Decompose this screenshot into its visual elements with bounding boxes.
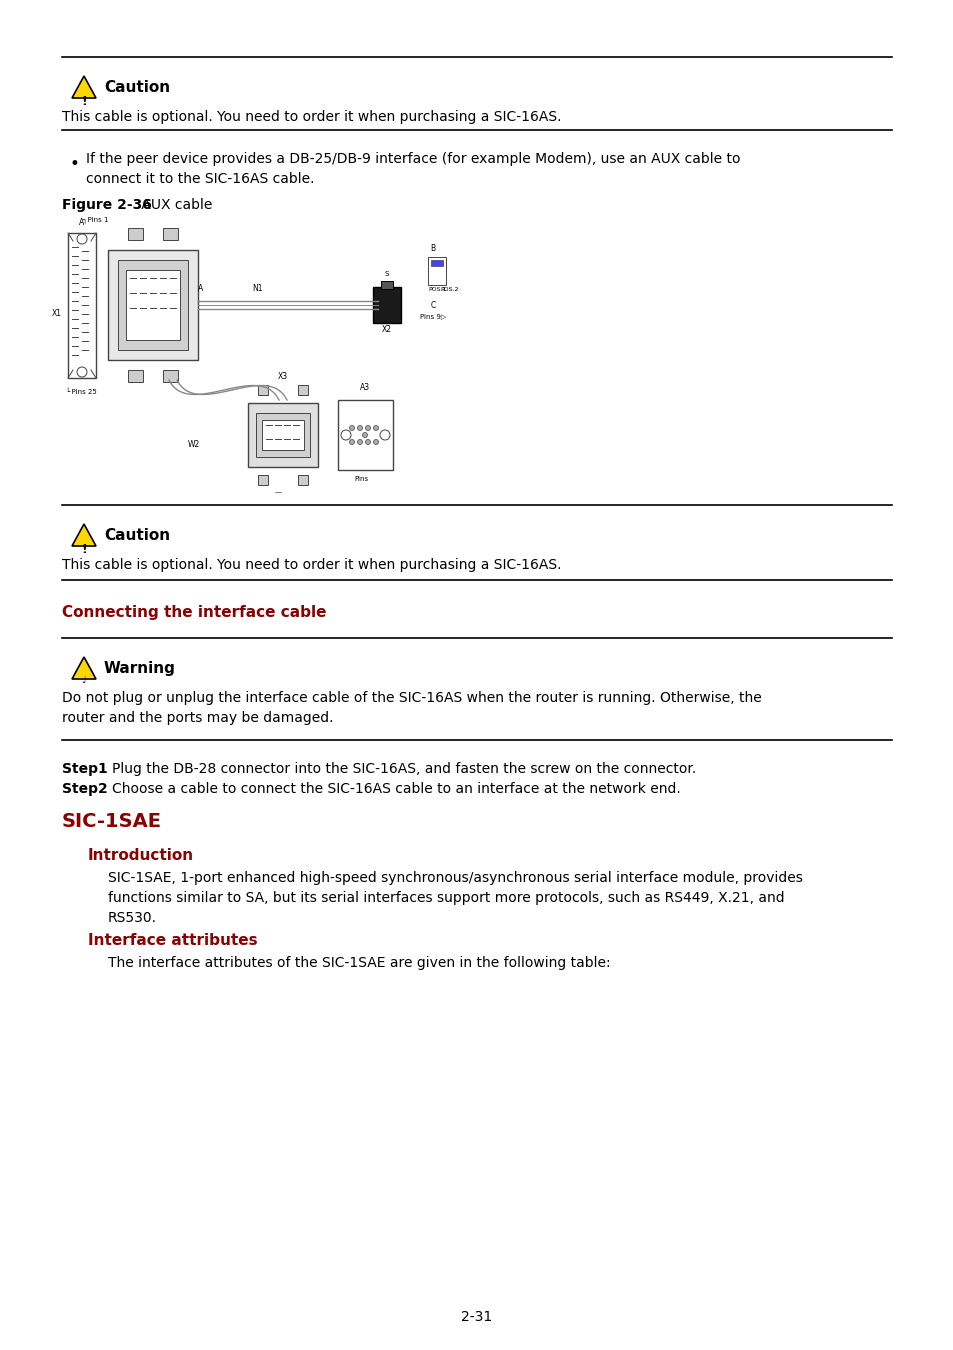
Text: S: S [384,271,389,277]
Text: A: A [198,284,203,293]
Circle shape [362,432,367,437]
Text: —: — [274,489,281,495]
Text: Step1: Step1 [62,761,108,776]
Text: connect it to the SIC-16AS cable.: connect it to the SIC-16AS cable. [86,171,314,186]
Text: ┐ Pins 1: ┐ Pins 1 [82,216,109,223]
Polygon shape [248,404,317,467]
Text: This cable is optional. You need to order it when purchasing a SIC-16AS.: This cable is optional. You need to orde… [62,109,561,124]
Text: X3: X3 [277,373,288,381]
Circle shape [340,431,351,440]
Text: B: B [430,244,435,252]
Circle shape [374,440,378,444]
Polygon shape [71,657,96,679]
Text: router and the ports may be damaged.: router and the ports may be damaged. [62,711,334,725]
Circle shape [379,431,390,440]
Bar [297,385,308,396]
Bar [163,228,178,240]
Circle shape [365,440,370,444]
Circle shape [374,425,378,431]
Text: X1: X1 [52,309,62,317]
Circle shape [349,440,355,444]
Text: Figure 2-36: Figure 2-36 [62,198,152,212]
Bar [255,413,310,458]
Bar [337,400,393,470]
Text: Step2: Step2 [62,782,108,796]
Text: •: • [69,155,79,173]
Text: Warning: Warning [104,662,175,676]
Text: POS.1: POS.1 [428,288,446,292]
Text: Caution: Caution [104,80,170,94]
Circle shape [357,440,362,444]
Text: └ Pins 25: └ Pins 25 [66,387,96,394]
Bar [257,385,268,396]
Text: POS.2: POS.2 [439,288,458,292]
Bar [373,288,400,323]
Bar [380,281,393,289]
Text: X2: X2 [381,325,392,333]
Text: If the peer device provides a DB-25/DB-9 interface (for example Modem), use an A: If the peer device provides a DB-25/DB-9… [86,153,740,166]
Text: functions similar to SA, but its serial interfaces support more protocols, such : functions similar to SA, but its serial … [108,891,783,904]
Bar [68,234,96,378]
Bar [128,370,143,382]
Text: Caution: Caution [104,528,170,543]
Text: C: C [430,301,436,310]
Circle shape [365,425,370,431]
Text: Pins 9▷: Pins 9▷ [419,313,446,319]
Bar [163,370,178,382]
Text: 2-31: 2-31 [461,1310,492,1324]
Circle shape [77,367,87,377]
Text: SIC-1SAE: SIC-1SAE [62,811,162,832]
Bar [428,256,446,285]
Bar [297,475,308,485]
Bar [118,261,188,350]
Bar [128,228,143,240]
Bar [431,261,442,266]
Text: Do not plug or unplug the interface cable of the SIC-16AS when the router is run: Do not plug or unplug the interface cabl… [62,691,760,705]
Text: A3: A3 [360,383,370,392]
Circle shape [349,425,355,431]
Bar [126,270,180,340]
Text: The interface attributes of the SIC-1SAE are given in the following table:: The interface attributes of the SIC-1SAE… [108,956,610,971]
Text: N1: N1 [253,284,263,293]
Text: RS530.: RS530. [108,911,157,925]
Text: AUX cable: AUX cable [137,198,213,212]
Text: A: A [79,217,85,227]
Text: Introduction: Introduction [88,848,193,863]
Text: Connecting the interface cable: Connecting the interface cable [62,605,326,620]
Text: W2: W2 [188,440,200,450]
Circle shape [77,234,87,244]
Text: Pins: Pins [355,477,368,482]
Text: Choose a cable to connect the SIC-16AS cable to an interface at the network end.: Choose a cable to connect the SIC-16AS c… [112,782,680,796]
Text: This cable is optional. You need to order it when purchasing a SIC-16AS.: This cable is optional. You need to orde… [62,558,561,572]
Text: SIC-1SAE, 1-port enhanced high-speed synchronous/asynchronous serial interface m: SIC-1SAE, 1-port enhanced high-speed syn… [108,871,802,886]
Circle shape [357,425,362,431]
Text: !: ! [81,95,87,108]
Bar [262,420,304,450]
Polygon shape [108,250,198,360]
Bar [257,475,268,485]
Polygon shape [71,76,96,99]
Text: Plug the DB-28 connector into the SIC-16AS, and fasten the screw on the connecto: Plug the DB-28 connector into the SIC-16… [112,761,696,776]
Text: Interface attributes: Interface attributes [88,933,257,948]
Text: ♩: ♩ [82,675,86,684]
Polygon shape [71,524,96,545]
Text: !: ! [81,543,87,556]
